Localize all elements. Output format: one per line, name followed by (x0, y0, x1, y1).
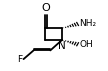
Text: O: O (41, 3, 50, 13)
Text: F: F (17, 55, 22, 64)
Text: N: N (58, 41, 66, 51)
Text: NH₂: NH₂ (80, 19, 97, 28)
Text: OH: OH (80, 40, 93, 49)
